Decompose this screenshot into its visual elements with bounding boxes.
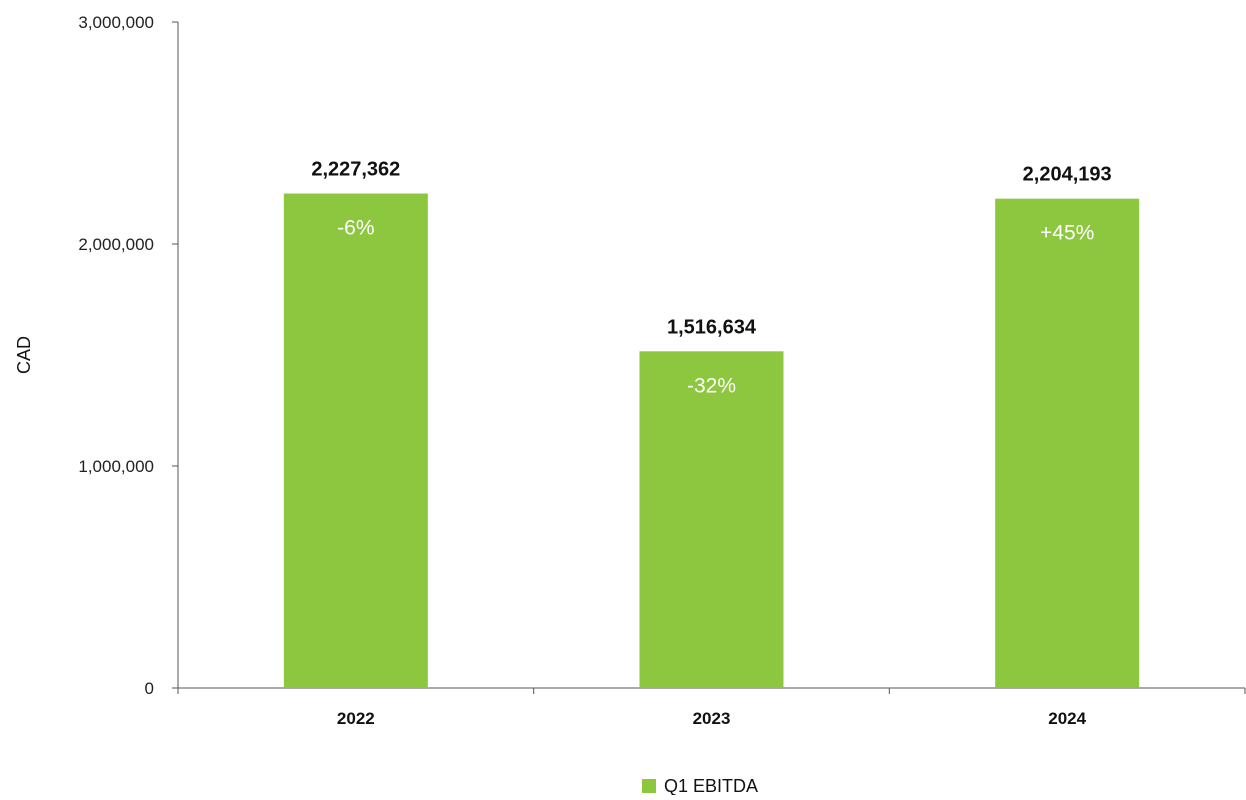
change-label: +45% — [1040, 222, 1094, 245]
y-axis: 0 1,000,000 2,000,000 3,000,000 — [78, 13, 179, 698]
y-tick-label: 1,000,000 — [78, 457, 154, 476]
y-tick-label: 3,000,000 — [78, 13, 154, 32]
legend-swatch-q1-ebitda — [642, 779, 656, 793]
change-label: -32% — [687, 374, 736, 397]
change-label: -6% — [337, 217, 374, 240]
y-axis-title: CAD — [14, 336, 34, 374]
value-label: 2,204,193 — [1023, 164, 1112, 186]
y-tick-label: 0 — [145, 679, 154, 698]
x-axis: 2022 2023 2024 — [177, 687, 1246, 728]
y-tick-label: 2,000,000 — [78, 235, 154, 254]
value-label: 1,516,634 — [667, 316, 757, 338]
x-tick-label: 2023 — [693, 709, 731, 728]
legend-label-q1-ebitda: Q1 EBITDA — [664, 776, 758, 795]
bar-2023 — [639, 351, 784, 688]
bar-2022 — [283, 193, 428, 688]
value-label: 2,227,362 — [311, 159, 400, 181]
x-tick-label: 2022 — [337, 709, 375, 728]
x-tick-label: 2024 — [1048, 709, 1086, 728]
legend: Q1 EBITDA — [642, 776, 758, 796]
data-labels: 2,227,362 -6% 1,516,634 -32% 2,204,193 +45% — [311, 159, 1111, 398]
bars — [283, 193, 1140, 688]
bar-2024 — [995, 198, 1140, 688]
